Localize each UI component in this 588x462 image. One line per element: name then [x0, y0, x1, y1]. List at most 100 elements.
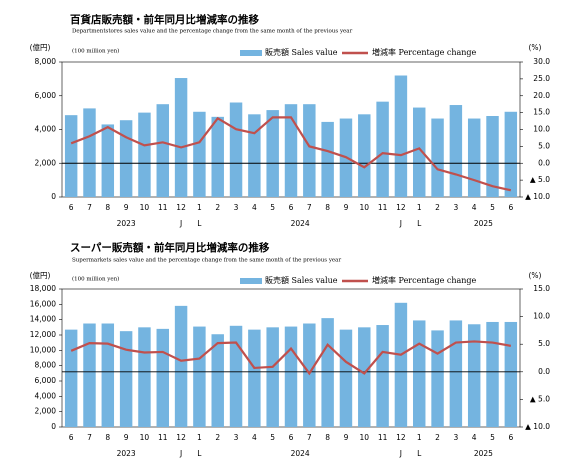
legend-swatch	[240, 50, 262, 56]
x-tick-label: 11	[378, 433, 388, 442]
x-tick-label: 3	[453, 433, 458, 442]
x-tick-label: 1	[197, 203, 202, 212]
bar	[174, 78, 188, 197]
bar	[431, 330, 444, 427]
y2-tick-label: 25.0	[533, 74, 550, 83]
bar	[303, 104, 316, 197]
bar	[413, 107, 426, 197]
year-mark: J	[179, 449, 182, 458]
bar	[248, 329, 261, 427]
bar	[211, 116, 224, 197]
year-label: 2023	[117, 219, 136, 228]
x-tick-label: 12	[176, 203, 186, 212]
y2-axis-label: (%)	[529, 271, 542, 280]
bar	[266, 327, 279, 427]
year-mark: L	[197, 219, 202, 228]
bar	[376, 101, 389, 197]
y2-tick-label: 10.0	[533, 312, 550, 321]
y-tick-label: 10,000	[30, 345, 56, 354]
year-mark: J	[399, 219, 402, 228]
year-mark: J	[399, 449, 402, 458]
x-tick-label: 9	[344, 433, 349, 442]
y2-tick-label: 30.0	[533, 57, 550, 66]
x-tick-label: 10	[140, 203, 150, 212]
bar	[156, 328, 169, 427]
y-unit-label: (100 million yen)	[72, 276, 119, 283]
y-tick-label: 16,000	[30, 299, 56, 308]
x-tick-label: 2	[215, 203, 220, 212]
x-tick-label: 12	[176, 433, 186, 442]
x-tick-label: 5	[490, 203, 495, 212]
bar	[64, 115, 78, 197]
y-tick-label: 18,000	[30, 284, 56, 293]
year-label: 2024	[291, 449, 310, 458]
x-tick-label: 4	[472, 203, 477, 212]
x-tick-label: 2	[435, 203, 440, 212]
legend-label: 増減率 Percentage change	[372, 275, 477, 285]
legend-label: 販売額 Sales value	[265, 275, 338, 285]
y-tick-label: 0	[51, 422, 56, 431]
bar	[284, 104, 298, 197]
y2-axis-label: (%)	[529, 43, 542, 52]
x-tick-label: 7	[87, 203, 92, 212]
y2-tick-label: ▲ 10.0	[525, 192, 550, 201]
bar	[248, 114, 261, 197]
bar	[193, 326, 206, 427]
year-mark: L	[417, 449, 422, 458]
x-tick-label: 2	[435, 433, 440, 442]
bar	[284, 326, 298, 427]
bar	[394, 302, 408, 427]
x-tick-label: 2	[215, 433, 220, 442]
x-tick-label: 11	[158, 433, 168, 442]
bar	[504, 111, 518, 197]
bar	[119, 120, 133, 197]
bar	[339, 329, 353, 427]
bar	[101, 124, 115, 197]
y-tick-label: 8,000	[35, 57, 57, 66]
bar	[431, 118, 444, 197]
bar	[467, 118, 481, 197]
x-tick-label: 7	[307, 203, 312, 212]
x-tick-label: 7	[307, 433, 312, 442]
y2-tick-label: 0.0	[538, 158, 550, 167]
x-tick-label: 11	[158, 203, 168, 212]
y-tick-label: 2,000	[35, 407, 57, 416]
y-tick-label: 6,000	[35, 91, 57, 100]
legend-swatch	[240, 278, 262, 284]
line	[70, 340, 512, 376]
y-axis-label: (億円)	[30, 270, 51, 280]
year-mark: J	[179, 219, 182, 228]
x-tick-label: 4	[252, 433, 257, 442]
y2-tick-label: 0.0	[538, 367, 550, 376]
bar	[138, 327, 151, 427]
x-tick-label: 4	[472, 433, 477, 442]
bar	[413, 320, 426, 427]
legend-label: 増減率 Percentage change	[372, 47, 477, 57]
x-tick-label: 12	[396, 203, 406, 212]
year-mark: L	[197, 449, 202, 458]
y-tick-label: 2,000	[35, 158, 57, 167]
x-tick-label: 6	[69, 433, 74, 442]
x-tick-label: 10	[360, 203, 370, 212]
bar	[138, 112, 151, 197]
bar	[449, 320, 463, 427]
y2-tick-label: ▲ 10.0	[525, 422, 550, 431]
bar	[229, 102, 243, 197]
year-label: 2025	[474, 449, 493, 458]
bar	[321, 121, 334, 197]
y-tick-label: 4,000	[35, 391, 57, 400]
bar	[358, 327, 371, 427]
line	[70, 116, 512, 192]
bar	[358, 114, 371, 197]
legend-label: 販売額 Sales value	[265, 47, 338, 57]
x-tick-label: 10	[360, 433, 370, 442]
x-tick-label: 4	[252, 203, 257, 212]
bar	[83, 323, 96, 427]
x-tick-label: 5	[270, 433, 275, 442]
x-tick-label: 6	[289, 203, 294, 212]
bar	[174, 305, 188, 427]
x-tick-label: 9	[124, 203, 129, 212]
x-tick-label: 1	[417, 203, 422, 212]
